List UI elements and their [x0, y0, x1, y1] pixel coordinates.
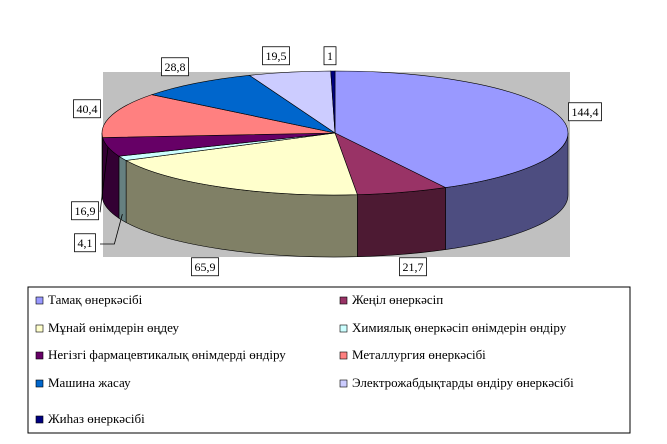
data-label: 4,1 [78, 236, 93, 250]
data-label-box [73, 99, 101, 119]
data-label-box [191, 257, 219, 277]
legend-swatch [35, 415, 44, 424]
legend-label: Жиһаз өнеркәсібі [48, 411, 145, 426]
legend-swatch [339, 296, 348, 305]
legend-label: Тамақ өнеркәсібі [48, 292, 143, 307]
data-label-box [262, 46, 290, 66]
data-label: 16,9 [75, 204, 96, 218]
slice-side [357, 187, 446, 258]
data-label-box [399, 257, 427, 277]
legend-label: Негізгі фармацевтикалық өнімдерді өндіру [48, 347, 286, 362]
legend-label: Химиялық өнеркәсіп өнімдерін өндіру [352, 320, 567, 335]
legend-label: Машина жасау [48, 375, 131, 390]
legend-swatch [35, 296, 44, 305]
data-label-box [71, 201, 99, 221]
slice [101, 94, 336, 138]
legend-swatch [35, 351, 44, 360]
legend-label: Жеңіл өнеркәсіп [352, 292, 443, 307]
data-label: 144,4 [572, 105, 599, 119]
data-label-box [323, 46, 337, 66]
legend-swatch [339, 351, 348, 360]
data-label-box [161, 57, 189, 77]
legend-swatch [35, 324, 44, 333]
legend [27, 286, 631, 434]
data-label: 21,7 [403, 260, 424, 274]
data-label: 65,9 [195, 260, 216, 274]
slice [330, 70, 336, 134]
legend-label: Электрожабдықтарды өндіру өнеркәсібі [352, 375, 574, 390]
legend-swatch [35, 379, 44, 388]
slice [150, 75, 336, 134]
leader-line [99, 147, 109, 213]
slice [334, 70, 569, 188]
legend-swatch [339, 324, 348, 333]
data-label: 1 [327, 49, 333, 63]
legend-swatch [339, 379, 348, 388]
slice-side [118, 155, 127, 223]
slice [125, 132, 358, 196]
data-label-box [74, 233, 96, 253]
data-label-box [568, 102, 602, 122]
leader-line [100, 214, 123, 245]
data-label: 19,5 [266, 49, 287, 63]
data-label: 28,8 [165, 60, 186, 74]
legend-label: Металлургия өнеркәсібі [352, 347, 486, 362]
data-label: 40,4 [77, 102, 98, 116]
legend-label: Мұнай өнімдерін өңдеу [48, 320, 180, 335]
